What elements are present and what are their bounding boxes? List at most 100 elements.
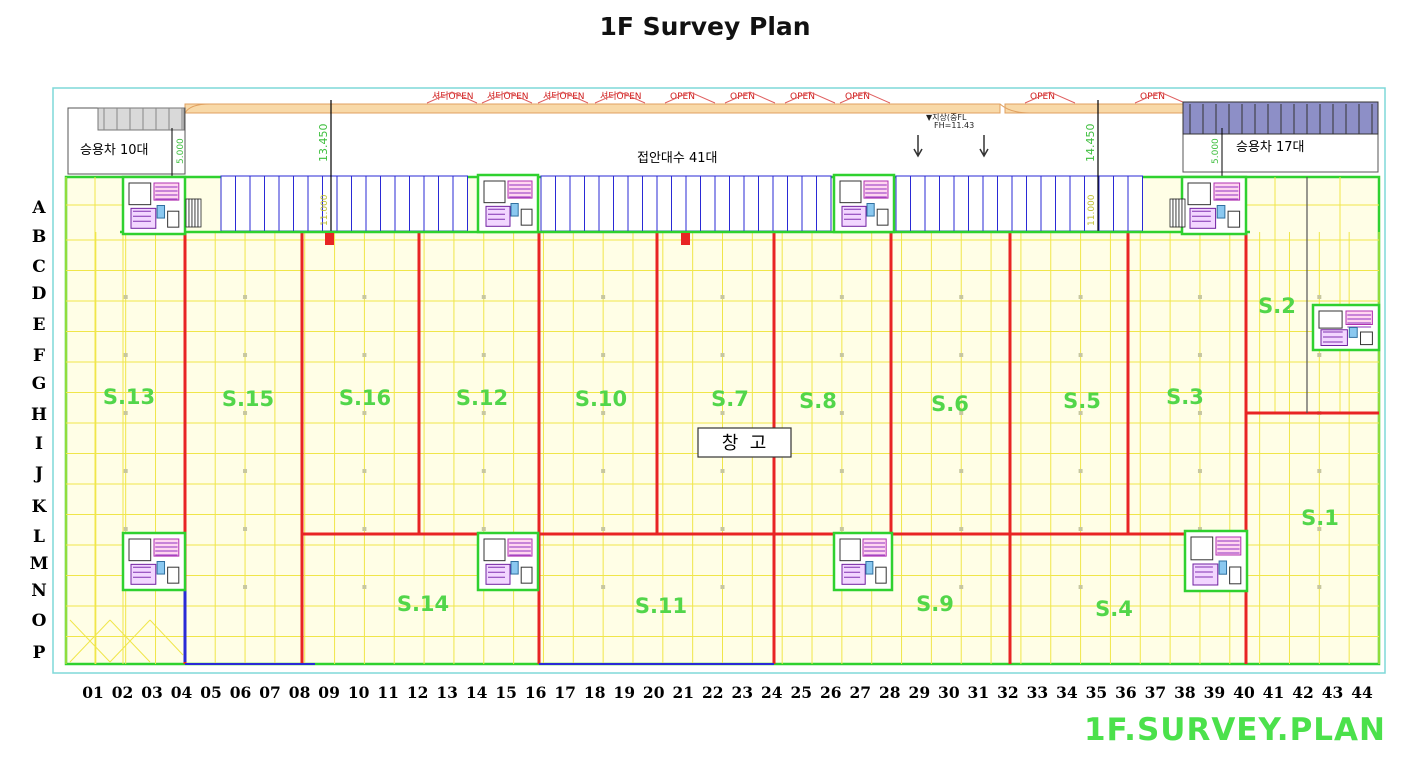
partition-walls bbox=[183, 232, 1379, 664]
column-label: 16 bbox=[525, 683, 547, 700]
column-label: 25 bbox=[790, 683, 812, 700]
column-label: 26 bbox=[820, 683, 842, 700]
ramp-arrows bbox=[913, 135, 989, 158]
column-label: 42 bbox=[1292, 683, 1314, 700]
open-shutter-label: OPEN bbox=[670, 92, 695, 102]
parking-stalls-left bbox=[97, 107, 185, 131]
row-label: J bbox=[33, 464, 43, 484]
parking-stall-lines bbox=[103, 104, 1373, 134]
row-label: F bbox=[33, 346, 45, 366]
row-label: C bbox=[32, 257, 46, 277]
column-label: 40 bbox=[1233, 683, 1255, 700]
column-label: 35 bbox=[1086, 683, 1108, 700]
column-label: 09 bbox=[318, 683, 340, 700]
open-shutter-label: OPEN bbox=[1140, 92, 1165, 102]
column-label: 24 bbox=[761, 683, 783, 700]
zone-s15: S.15 bbox=[222, 387, 274, 411]
column-label: 05 bbox=[200, 683, 222, 700]
column-marker bbox=[681, 233, 690, 245]
zone-s3: S.3 bbox=[1166, 385, 1204, 409]
column-label: 33 bbox=[1027, 683, 1049, 700]
dimension-left: 13.450 bbox=[317, 124, 330, 163]
ramp-fl: FH=11.43 bbox=[934, 121, 974, 130]
column-label: 34 bbox=[1056, 683, 1078, 700]
column-marker bbox=[325, 233, 334, 245]
row-label: D bbox=[32, 284, 47, 304]
zone-s1: S.1 bbox=[1301, 506, 1339, 530]
column-label: 29 bbox=[909, 683, 931, 700]
warehouse-label: 창 고 bbox=[722, 433, 767, 454]
column-label: 37 bbox=[1145, 683, 1167, 700]
row-label: P bbox=[33, 643, 46, 663]
ramp-note: ▼지상(중FL bbox=[926, 112, 967, 122]
parking-right-label: 승용차 17대 bbox=[1236, 140, 1305, 155]
open-shutter-label: OPEN bbox=[730, 92, 755, 102]
open-shutter-label: OPEN bbox=[845, 92, 870, 102]
column-label: 17 bbox=[554, 683, 576, 700]
column-label: 44 bbox=[1351, 683, 1373, 700]
open-shutter-marks: 셔터OPEN 셔터OPEN 셔터OPEN 셔터OPEN OPEN OPEN OPEN OPEN… bbox=[426, 91, 1186, 104]
column-label: 06 bbox=[230, 683, 252, 700]
column-label: 38 bbox=[1174, 683, 1196, 700]
stair-core bbox=[121, 531, 187, 592]
row-label: O bbox=[32, 611, 47, 631]
stair-steps bbox=[185, 198, 202, 228]
canopy-band bbox=[184, 103, 1001, 114]
column-label: 03 bbox=[141, 683, 163, 700]
column-label: 43 bbox=[1322, 683, 1344, 700]
open-shutter-label: OPEN bbox=[790, 92, 815, 102]
column-label: 19 bbox=[613, 683, 635, 700]
open-shutter-label: 셔터OPEN bbox=[600, 91, 642, 102]
column-label: 36 bbox=[1115, 683, 1137, 700]
parking-left-label: 승용차 10대 bbox=[80, 143, 149, 158]
row-label: G bbox=[32, 374, 47, 394]
zone-s9: S.9 bbox=[916, 592, 954, 616]
zone-s2: S.2 bbox=[1258, 294, 1296, 318]
column-grid bbox=[65, 177, 1380, 664]
dimension-right: 14.450 bbox=[1084, 124, 1097, 163]
docks-count-label: 접안대수 41대 bbox=[637, 151, 717, 166]
stair-steps bbox=[1169, 198, 1186, 228]
dimension-bay-left: 11.000 bbox=[320, 194, 330, 226]
column-label: 10 bbox=[348, 683, 370, 700]
column-label: 28 bbox=[879, 683, 901, 700]
stair-cores bbox=[121, 173, 1381, 593]
column-label: 07 bbox=[259, 683, 281, 700]
column-label: 01 bbox=[82, 683, 104, 700]
loading-docks bbox=[220, 175, 1143, 232]
zone-s14: S.14 bbox=[397, 592, 449, 616]
column-label: 23 bbox=[731, 683, 753, 700]
column-label: 11 bbox=[377, 683, 399, 700]
column-label: 39 bbox=[1204, 683, 1226, 700]
row-label: I bbox=[35, 434, 43, 454]
row-label: N bbox=[31, 581, 47, 601]
column-label: 15 bbox=[495, 683, 517, 700]
column-label: 13 bbox=[436, 683, 458, 700]
row-label: M bbox=[30, 554, 49, 574]
floor-plan: 셔터OPEN 셔터OPEN 셔터OPEN 셔터OPEN OPEN OPEN OPEN OPEN… bbox=[30, 87, 1386, 700]
canopy-band-right bbox=[1004, 103, 1186, 114]
stair-core bbox=[1311, 303, 1381, 352]
open-shutter-label: 셔터OPEN bbox=[543, 91, 585, 102]
column-label: 41 bbox=[1263, 683, 1285, 700]
row-label: K bbox=[32, 497, 48, 517]
stair-core bbox=[476, 531, 540, 592]
row-label: H bbox=[31, 405, 47, 425]
plan-frame bbox=[52, 87, 1386, 674]
column-label: 32 bbox=[997, 683, 1019, 700]
page-title: 1F Survey Plan bbox=[599, 12, 811, 41]
stair-core bbox=[832, 173, 896, 234]
zone-s8: S.8 bbox=[799, 389, 837, 413]
column-label: 30 bbox=[938, 683, 960, 700]
zone-s5: S.5 bbox=[1063, 389, 1101, 413]
row-label: B bbox=[32, 227, 46, 247]
zone-s16: S.16 bbox=[339, 386, 391, 410]
column-label: 18 bbox=[584, 683, 606, 700]
stair-core bbox=[1183, 529, 1249, 593]
column-label: 31 bbox=[968, 683, 990, 700]
column-label: 22 bbox=[702, 683, 724, 700]
stair-core bbox=[121, 175, 187, 236]
row-label: L bbox=[33, 527, 45, 547]
zone-s10: S.10 bbox=[575, 387, 627, 411]
warehouse-label-box bbox=[697, 427, 792, 458]
